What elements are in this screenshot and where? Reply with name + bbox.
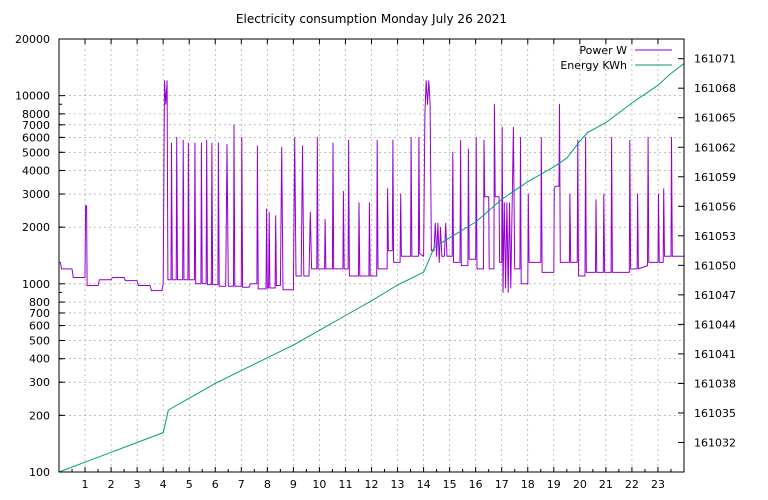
x-tick-label: 14 bbox=[417, 478, 431, 491]
x-tick-label: 7 bbox=[238, 478, 245, 491]
series-layer bbox=[58, 63, 685, 473]
grid bbox=[59, 39, 684, 472]
y2-tick-label: 161056 bbox=[694, 200, 736, 213]
y2-tick-label: 161050 bbox=[694, 259, 736, 272]
y2-tick-label: 161065 bbox=[694, 112, 736, 125]
series-line-power bbox=[59, 80, 684, 293]
x-tick-label: 16 bbox=[469, 478, 483, 491]
x-tick-label: 22 bbox=[625, 478, 639, 491]
y-tick-label: 10000 bbox=[15, 90, 50, 103]
y2-tick-label: 161035 bbox=[694, 407, 736, 420]
x-tick-label: 21 bbox=[599, 478, 613, 491]
y-tick-label: 600 bbox=[29, 320, 50, 333]
y2-tick-label: 161068 bbox=[694, 82, 736, 95]
y2-tick-label: 161062 bbox=[694, 141, 736, 154]
y2-tick-label: 161059 bbox=[694, 171, 736, 184]
y2-tick-label: 161032 bbox=[694, 436, 736, 449]
legend-label: Energy KWh bbox=[560, 59, 627, 72]
x-tick-label: 23 bbox=[651, 478, 665, 491]
x-tick-label: 9 bbox=[290, 478, 297, 491]
legend-label: Power W bbox=[579, 44, 627, 57]
x-tick-label: 19 bbox=[547, 478, 561, 491]
x-tick-label: 11 bbox=[338, 478, 352, 491]
x-tick-label: 4 bbox=[160, 478, 167, 491]
y2-tick-label: 161071 bbox=[694, 53, 736, 66]
y-tick-label: 2000 bbox=[22, 221, 50, 234]
y-tick-label: 8000 bbox=[22, 108, 50, 121]
x-tick-label: 1 bbox=[82, 478, 89, 491]
y-tick-label: 200 bbox=[29, 409, 50, 422]
chart-title: Electricity consumption Monday July 26 2… bbox=[236, 12, 507, 26]
y-tick-label: 100 bbox=[29, 466, 50, 479]
y2-tick-label: 161047 bbox=[694, 289, 736, 302]
axis-ticks: 1 2 3 4 5 6 7 8 9 10 11 12 13 14 15 16 17 18 19 20 21 22 23100… bbox=[15, 33, 736, 491]
y-tick-label: 1000 bbox=[22, 278, 50, 291]
x-tick-label: 6 bbox=[212, 478, 219, 491]
x-tick-label: 15 bbox=[443, 478, 457, 491]
x-tick-label: 3 bbox=[134, 478, 141, 491]
y-tick-label: 3000 bbox=[22, 188, 50, 201]
y-tick-label: 500 bbox=[29, 334, 50, 347]
y2-tick-label: 161044 bbox=[694, 318, 736, 331]
x-tick-label: 10 bbox=[312, 478, 326, 491]
x-tick-label: 12 bbox=[365, 478, 379, 491]
x-tick-label: 17 bbox=[495, 478, 509, 491]
legend: Power W Energy KWh bbox=[560, 44, 672, 72]
plot-frame bbox=[58, 38, 685, 473]
x-tick-label: 13 bbox=[391, 478, 405, 491]
y2-tick-label: 161053 bbox=[694, 230, 736, 243]
y-tick-label: 5000 bbox=[22, 146, 50, 159]
x-tick-label: 8 bbox=[264, 478, 271, 491]
y-tick-label: 300 bbox=[29, 376, 50, 389]
y-tick-label: 800 bbox=[29, 296, 50, 309]
x-tick-label: 2 bbox=[108, 478, 115, 491]
y-tick-label: 20000 bbox=[15, 33, 50, 46]
y2-tick-label: 161041 bbox=[694, 348, 736, 361]
y-tick-label: 400 bbox=[29, 353, 50, 366]
y-tick-label: 7000 bbox=[22, 119, 50, 132]
x-tick-label: 5 bbox=[186, 478, 193, 491]
x-tick-label: 20 bbox=[573, 478, 587, 491]
y-tick-label: 4000 bbox=[22, 165, 50, 178]
series-line-energy bbox=[58, 63, 685, 473]
y2-tick-label: 161038 bbox=[694, 377, 736, 390]
y-tick-label: 6000 bbox=[22, 131, 50, 144]
y-tick-label: 700 bbox=[29, 307, 50, 320]
x-tick-label: 18 bbox=[521, 478, 535, 491]
